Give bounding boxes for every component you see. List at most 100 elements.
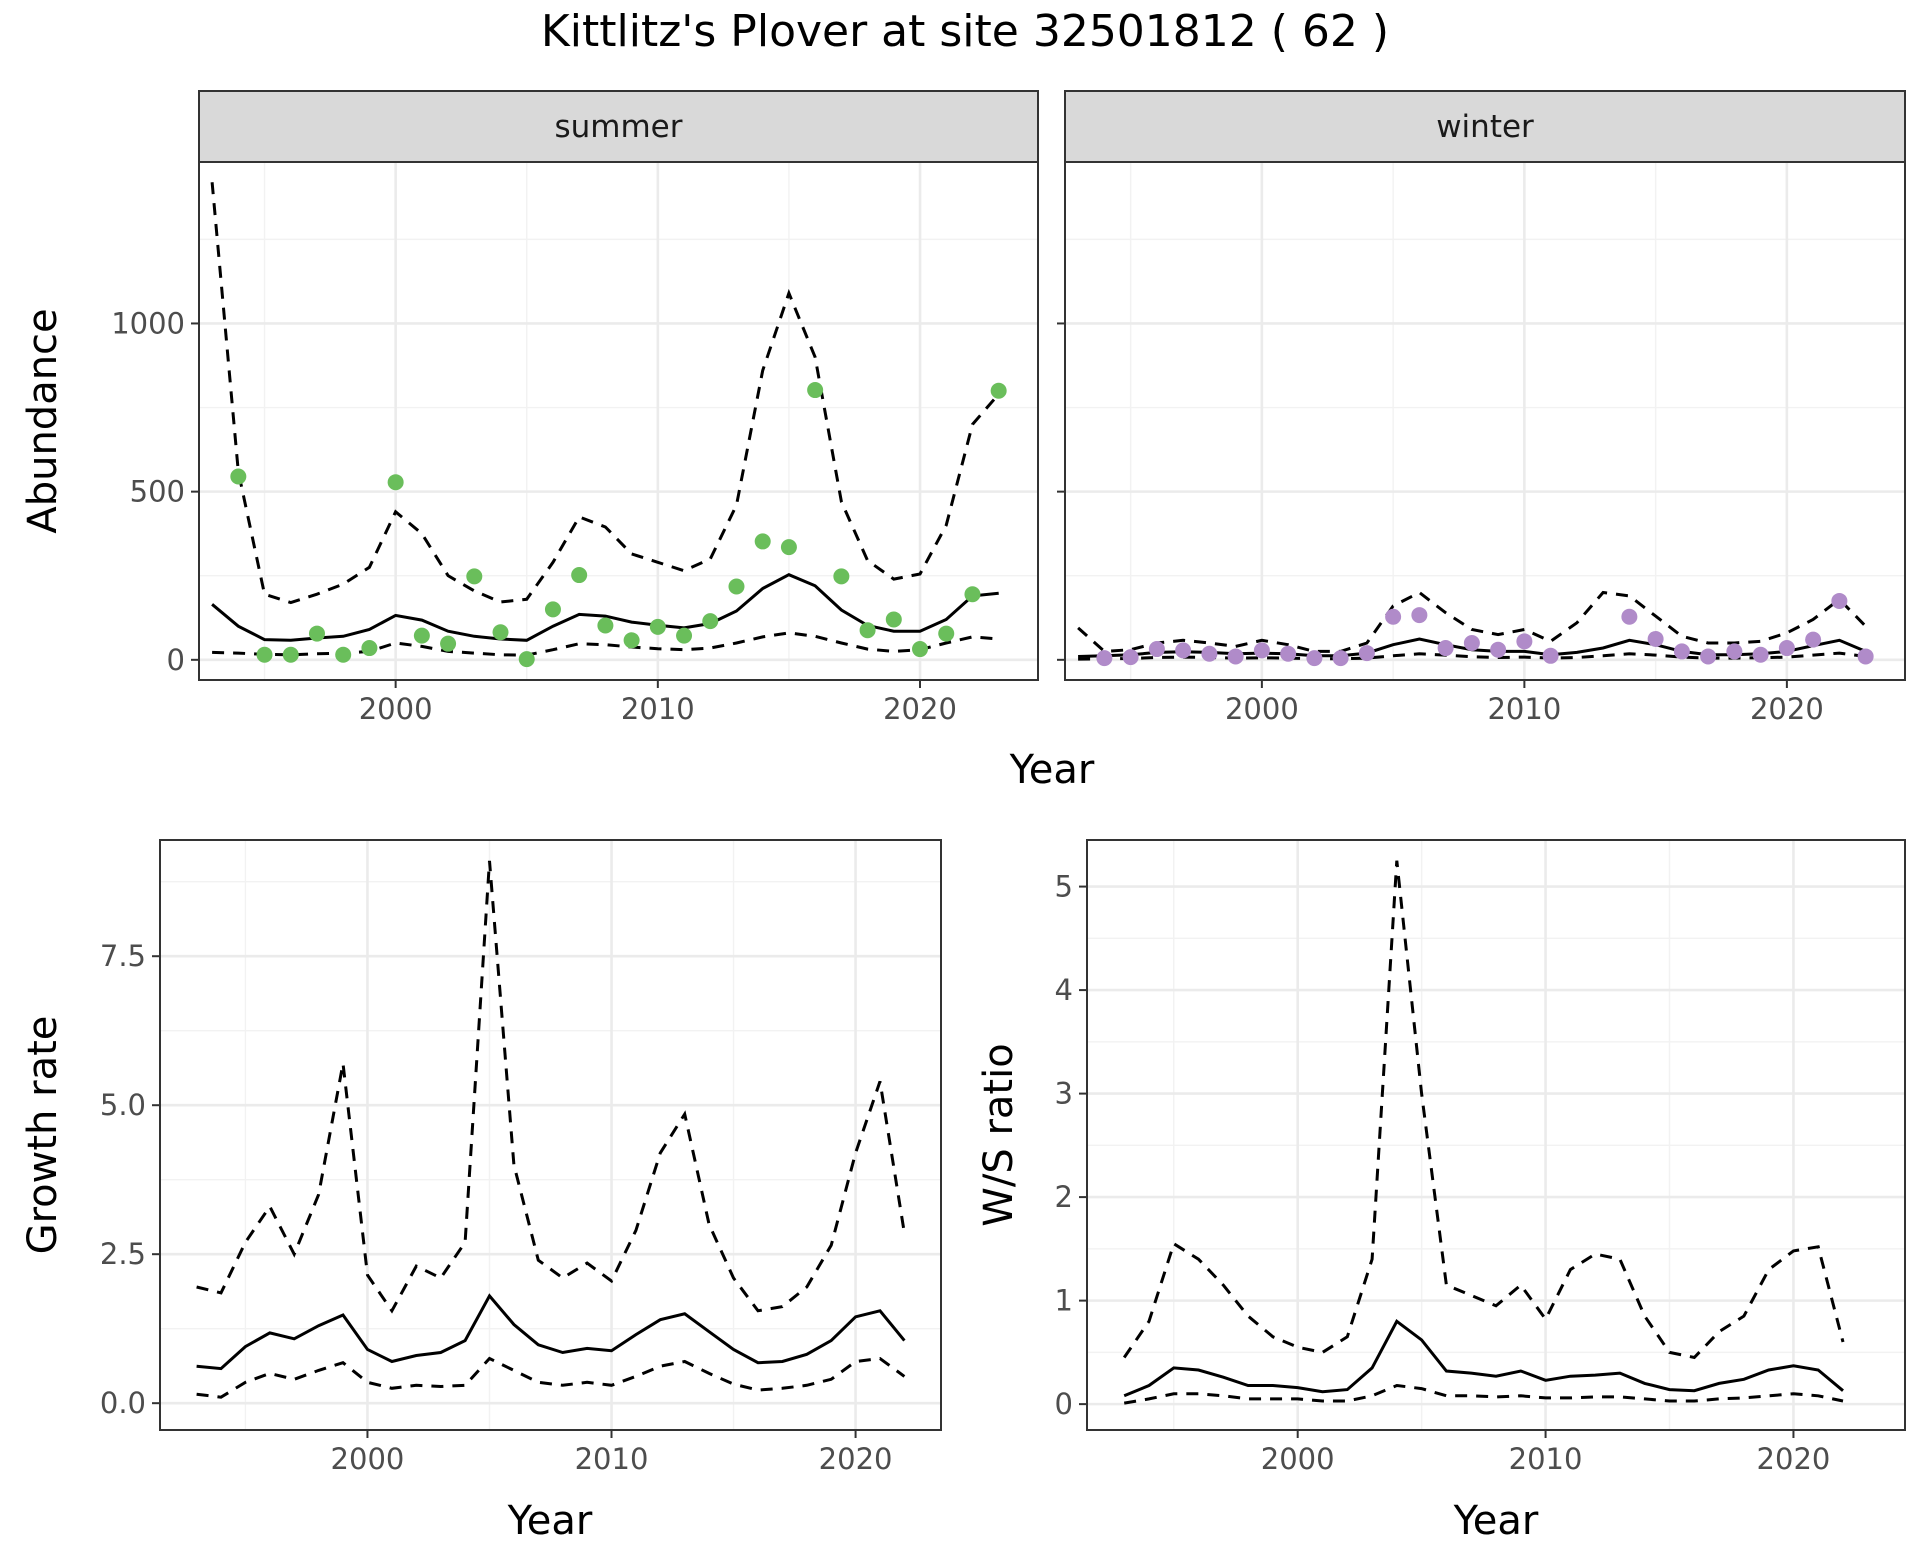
strip-winter [1064,90,1906,163]
panel-border-growth [159,839,942,1431]
winter-observed-point [1621,608,1638,625]
y-tick-label: 1000 [111,306,185,340]
x-tick-label: 2020 [1750,692,1824,726]
winter-observed-point [1122,649,1139,666]
growth-upper-bound-line [196,860,906,1314]
x-tick-label: 2020 [1757,1442,1831,1476]
x-tick-label: 2000 [359,692,433,726]
y-axis-title-abundance: Abundance [20,308,66,533]
panel-border-summer [198,161,1039,681]
winter-observed-point [1831,592,1848,609]
winter-observed-point [1096,650,1113,667]
winter-observed-point [1385,608,1402,625]
winter-observed-point [1726,643,1743,660]
y-tick-label: 2 [1055,1180,1073,1214]
summer-observed-point [230,468,247,485]
summer-observed-point [597,617,614,634]
facet-summer: summer 2000 2010 2020 0 500 1000 [111,90,1039,726]
winter-plot-area: 2000 2010 2020 [1057,162,1905,726]
x-tick-label: 2010 [575,1442,649,1476]
y-tick-label: 4 [1055,973,1073,1007]
y-tick-label: 5 [1055,870,1073,904]
winter-observed-point [1306,650,1323,667]
x-axis-title-ratio: Year [1453,1498,1539,1544]
winter-observed-point [1647,630,1664,647]
winter-observed-point [1805,631,1822,648]
x-axis-title-growth: Year [507,1498,593,1544]
y-tick-label: 0.0 [100,1386,146,1420]
y-tick-label: 0 [167,643,185,677]
summer-observed-point [938,625,955,642]
y-tick-label: 1 [1055,1284,1073,1318]
winter-observed-point [1358,645,1375,662]
summer-observed-point [833,568,850,585]
summer-observed-point [807,382,824,399]
y-axis-title-ratio: W/S ratio [976,1043,1022,1226]
summer-observed-point [335,646,352,663]
winter-observed-point [1673,643,1690,660]
winter-observed-point [1700,648,1717,665]
summer-observed-point [544,601,561,618]
summer-observed-point [728,578,745,595]
growth-lower-bound-line [196,1356,906,1399]
summer-observed-point [859,622,876,639]
summer-observed-point [282,646,299,663]
summer-observed-point [571,567,588,584]
winter-observed-point [1778,640,1795,657]
ratio-lower-bound-line [1123,1383,1844,1405]
x-tick-label: 2000 [1261,1442,1335,1476]
summer-observed-point [387,474,404,491]
summer-observed-point [702,613,719,630]
winter-upper-bound-line [1077,590,1867,653]
y-axis-title-growth: Growth rate [20,1016,66,1255]
winter-observed-point [1332,650,1349,667]
summer-observed-point [676,627,693,644]
x-tick-label: 2010 [1509,1442,1583,1476]
x-tick-label: 2020 [883,692,957,726]
ratio-upper-bound-line [1122,860,1845,1360]
winter-observed-point [1201,645,1218,662]
panel-border-winter [1064,161,1906,681]
x-tick-label: 2020 [819,1442,893,1476]
ratio-mean-line [1123,1319,1844,1398]
winter-observed-point [1227,648,1244,665]
y-tick-label: 2.5 [100,1237,146,1271]
summer-observed-point [885,611,902,628]
summer-plot-area: 2000 2010 2020 0 500 1000 [111,162,1038,726]
growth-plot-area: 2000 2010 2020 0.0 2.5 5.0 7.5 [100,840,941,1476]
winter-observed-point [1463,635,1480,651]
winter-observed-point [1752,646,1769,663]
panel-border-ratio [1086,839,1906,1431]
ratio-plot-area: 2000 2010 2020 0 1 2 3 4 5 [1055,840,1905,1476]
summer-observed-point [256,646,273,663]
summer-observed-point [308,625,325,642]
summer-observed-point [440,635,457,652]
y-tick-label: 500 [130,475,185,509]
strip-label-summer: summer [554,109,682,145]
summer-observed-point [964,586,981,603]
y-tick-label: 0 [1055,1387,1073,1421]
winter-observed-point [1411,607,1428,624]
winter-observed-point [1542,647,1559,664]
x-tick-label: 2000 [331,1442,405,1476]
growth-rate-plot: 2000 2010 2020 0.0 2.5 5.0 7.5 Growth rate Yea… [20,839,942,1544]
summer-observed-point [912,641,929,658]
x-tick-label: 2000 [1225,692,1299,726]
summer-observed-point [361,640,378,657]
winter-observed-point [1175,642,1192,659]
winter-observed-point [1516,633,1533,650]
summer-observed-point [623,632,640,649]
winter-observed-point [1490,641,1507,658]
ws-ratio-plot: 2000 2010 2020 0 1 2 3 4 5 W/S ratio Year [976,839,1906,1544]
x-tick-label: 2010 [621,692,695,726]
summer-observed-point [413,627,430,644]
summer-observed-point [754,533,771,550]
winter-observed-point [1253,642,1270,659]
winter-observed-point [1280,645,1297,662]
chart-title: Kittlitz's Plover at site 32501812 ( 62 … [541,6,1389,57]
x-axis-title-abundance: Year [1009,747,1095,793]
strip-summer [198,90,1039,163]
